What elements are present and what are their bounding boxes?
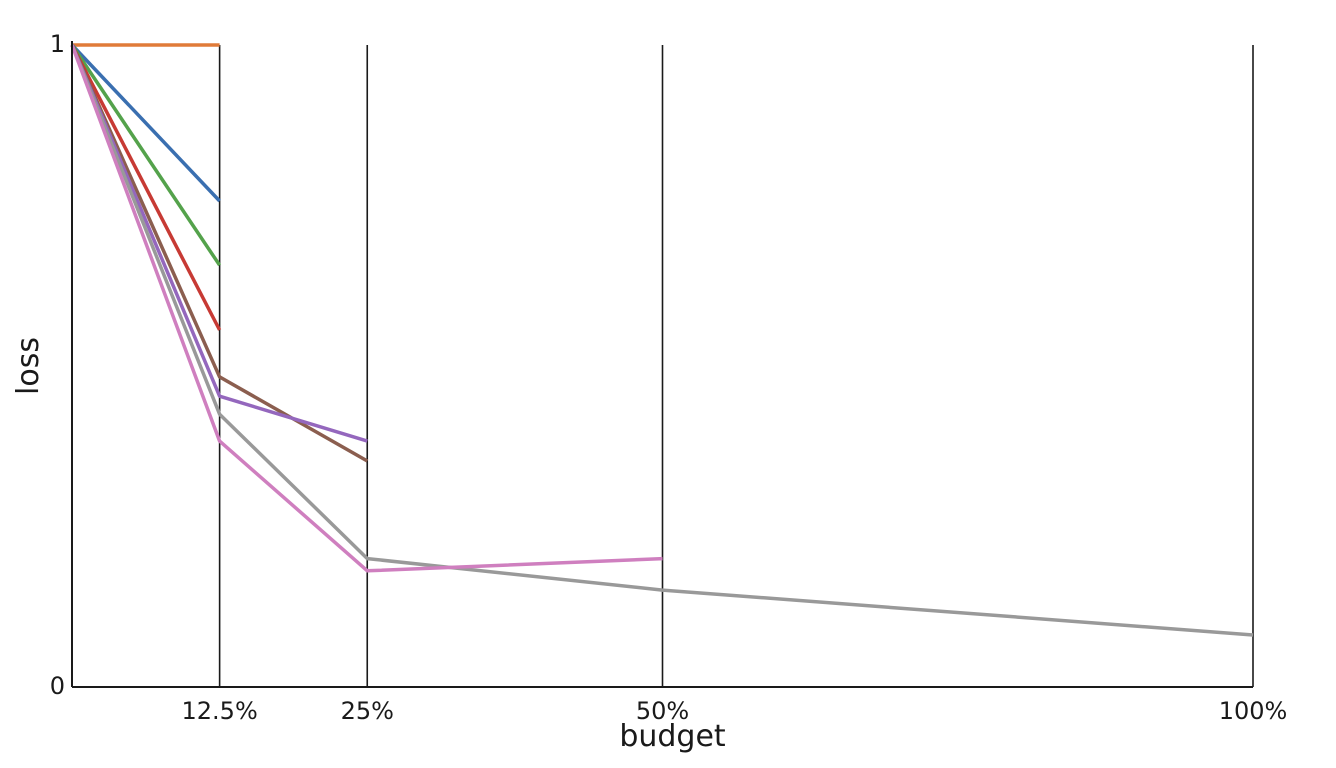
series-lines — [70, 43, 1254, 637]
y-tick-label: 0 — [50, 672, 65, 700]
x-tick-label: 12.5% — [182, 697, 258, 725]
series-line-6 — [70, 44, 368, 443]
x-tick-label: 25% — [341, 697, 394, 725]
y-axis-label: loss — [11, 337, 46, 395]
series-line-5 — [70, 44, 369, 463]
series-line-3 — [70, 44, 222, 267]
series-line-8 — [70, 44, 663, 573]
series-line-4 — [70, 44, 222, 331]
x-axis-label: budget — [619, 719, 726, 754]
vertical-gridlines — [218, 45, 1254, 687]
y-tick-label: 1 — [50, 30, 65, 58]
series-line-2 — [70, 43, 221, 203]
x-tick-label: 50% — [636, 697, 689, 725]
x-tick-label: 100% — [1219, 697, 1288, 725]
series-line-7 — [70, 44, 1254, 637]
tick-labels: 12.5% 25% 50% 100% 0 1 — [50, 30, 1288, 725]
axes — [71, 41, 1253, 688]
